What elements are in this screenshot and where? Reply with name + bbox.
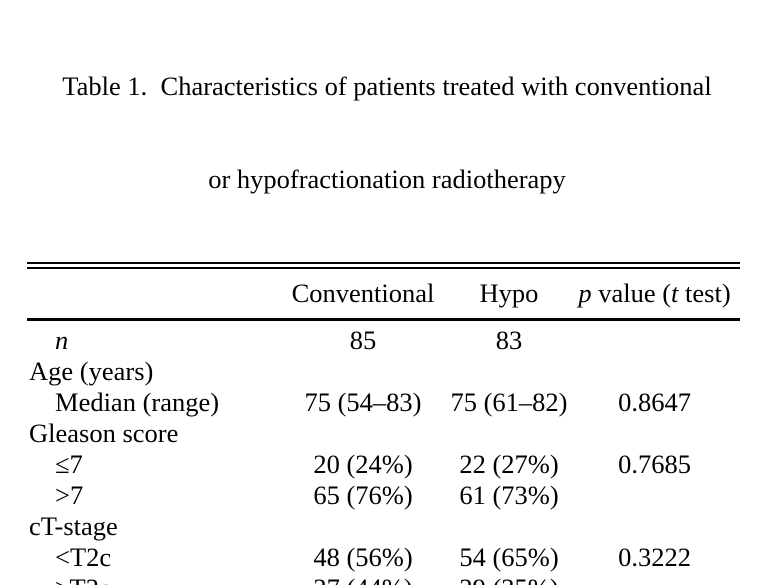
table-caption: Table 1. Characteristics of patients tre… xyxy=(0,0,774,257)
table-body: n 85 83 Age (years) Median (range) 75 (5… xyxy=(27,321,740,585)
row-label: n xyxy=(55,324,69,355)
row-label: >7 xyxy=(55,479,84,510)
header-rule xyxy=(27,318,740,321)
cell-conventional: 85 xyxy=(349,324,377,355)
p-symbol: p xyxy=(578,278,592,308)
cell-hypo: 22 (27%) xyxy=(459,448,559,479)
row-label: Age (years) xyxy=(29,355,154,386)
header-hypo: Hypo xyxy=(479,278,539,308)
cell-pvalue: 0.7685 xyxy=(618,448,691,479)
cell-hypo: 54 (65%) xyxy=(459,541,559,572)
table-row: Age (years) xyxy=(27,356,740,387)
cell-conventional: 20 (24%) xyxy=(313,448,413,479)
table-header-row: Conventional Hypo p value (t test) xyxy=(27,269,740,318)
cell-conventional: 48 (56%) xyxy=(313,541,413,572)
cell-hypo: 75 (61–82) xyxy=(450,386,568,417)
table-row: ≤7 20 (24%) 22 (27%) 0.7685 xyxy=(27,449,740,480)
row-label: ≤7 xyxy=(55,448,83,479)
cell-conventional: 75 (54–83) xyxy=(304,386,422,417)
table-row: >7 65 (76%) 61 (73%) xyxy=(27,480,740,511)
cell-pvalue: 0.3222 xyxy=(618,541,691,572)
row-label: cT-stage xyxy=(29,510,118,541)
row-label: ≥T2c xyxy=(27,573,277,585)
table: Conventional Hypo p value (t test) n 85 … xyxy=(27,262,740,585)
cell-conventional: 37 (44%) xyxy=(277,573,449,585)
table-row: ≥T2c 37 (44%) 29 (35%) xyxy=(27,573,740,585)
row-label: Gleason score xyxy=(29,417,179,448)
table-row: cT-stage xyxy=(27,511,740,542)
cell-hypo: 29 (35%) xyxy=(449,573,569,585)
cell-conventional: 65 (76%) xyxy=(313,479,413,510)
table-row: Median (range) 75 (54–83) 75 (61–82) 0.8… xyxy=(27,387,740,418)
table-caption-line-2: or hypofractionation radiotherapy xyxy=(208,164,566,194)
table-caption-line-1: Table 1. Characteristics of patients tre… xyxy=(62,71,712,101)
top-double-rule xyxy=(27,262,740,269)
table-row: Gleason score xyxy=(27,418,740,449)
table-row: n 85 83 xyxy=(27,325,740,356)
header-p-value: p value (t test) xyxy=(578,278,731,308)
row-label: Median (range) xyxy=(55,386,220,417)
table-row: <T2c 48 (56%) 54 (65%) 0.3222 xyxy=(27,542,740,573)
t-symbol: t xyxy=(671,278,679,308)
cell-pvalue: 0.8647 xyxy=(618,386,691,417)
cell-hypo: 83 xyxy=(495,324,523,355)
cell-hypo: 61 (73%) xyxy=(459,479,559,510)
row-label: <T2c xyxy=(55,541,112,572)
header-conventional: Conventional xyxy=(291,278,435,308)
